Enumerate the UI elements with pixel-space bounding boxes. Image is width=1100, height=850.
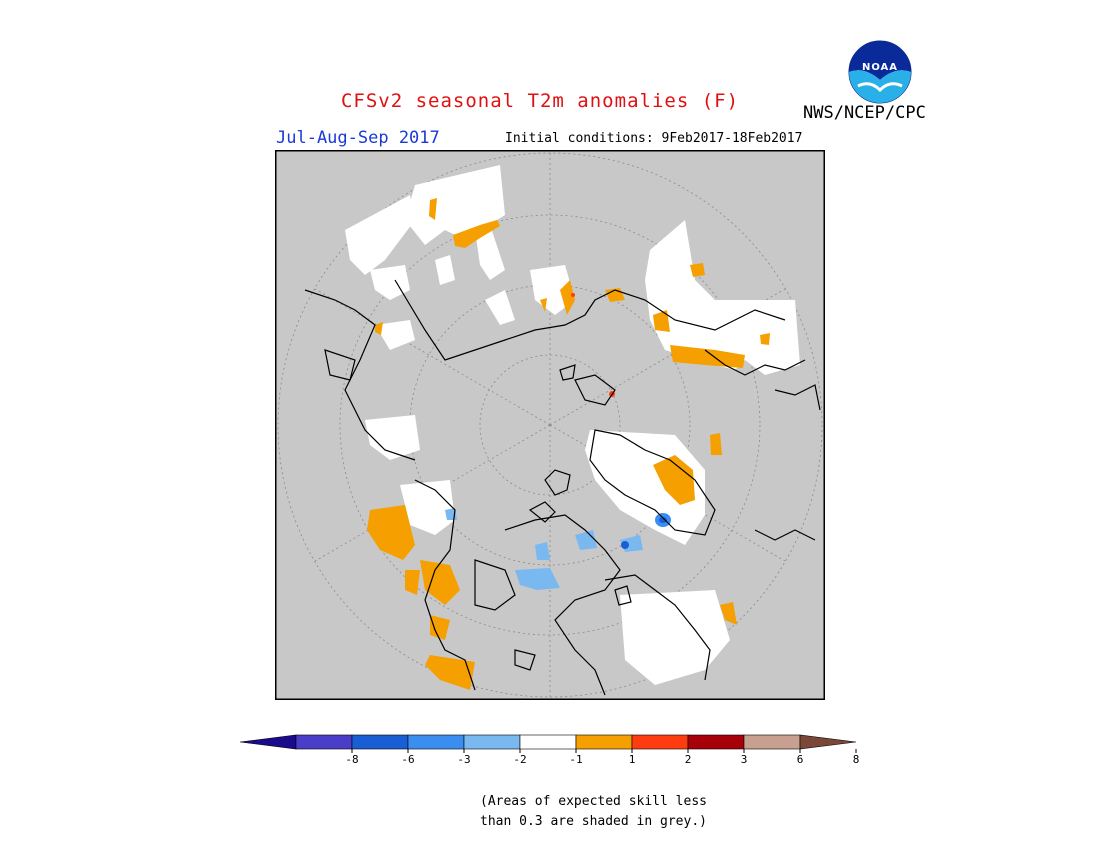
season-label: Jul-Aug-Sep 2017 [276, 128, 440, 148]
colorbar-cell [519, 734, 577, 750]
colorbar-cell [239, 734, 297, 750]
warm-anomaly-regions [367, 198, 770, 690]
colorbar-tick-label: -1 [569, 753, 582, 766]
colorbar-tick-label: 2 [685, 753, 692, 766]
noaa-logo: NOAA [848, 40, 912, 104]
colorbar-tick-label: -3 [457, 753, 470, 766]
colorbar-tick-label: -2 [513, 753, 526, 766]
colorbar-ticks: -8 -6 -3 -2 -1 1 2 3 6 8 [345, 749, 859, 766]
logo-text: NOAA [861, 62, 899, 73]
agency-label: NWS/NCEP/CPC [803, 103, 926, 123]
colorbar-tick-label: 1 [629, 753, 636, 766]
colorbar-cells [239, 734, 857, 750]
colorbar-cell [295, 734, 353, 750]
colorbar-cell [575, 734, 633, 750]
skill-note: (Areas of expected skill less than 0.3 a… [480, 792, 707, 832]
latitude-circle [339, 214, 761, 636]
colorbar-tick-label: 3 [741, 753, 748, 766]
latitude-circle [479, 354, 621, 496]
colorbar-cell [799, 734, 857, 750]
colorbar-cell [687, 734, 745, 750]
colorbar: -8 -6 -3 -2 -1 1 2 3 6 8 [239, 733, 860, 773]
colorbar-tick-label: -6 [401, 753, 414, 766]
colorbar-cell [407, 734, 465, 750]
colorbar-cell [463, 734, 521, 750]
cool-anomaly-regions [445, 508, 671, 590]
latitude-circle [409, 284, 691, 566]
initial-conditions-label: Initial conditions: 9Feb2017-18Feb2017 [505, 131, 803, 146]
colorbar-tick-label: -8 [345, 753, 358, 766]
colorbar-cell [351, 734, 409, 750]
chart-title: CFSv2 seasonal T2m anomalies (F) [340, 90, 740, 112]
coastlines [304, 279, 821, 696]
colorbar-cell [631, 734, 689, 750]
skill-note-line2: than 0.3 are shaded in grey.) [480, 814, 707, 829]
colorbar-cell [743, 734, 801, 750]
anomaly-map [274, 149, 826, 701]
colorbar-tick-label: 6 [797, 753, 804, 766]
colorbar-tick-label: 8 [853, 753, 860, 766]
skill-note-line1: (Areas of expected skill less [480, 794, 707, 809]
map-frame [274, 149, 826, 701]
